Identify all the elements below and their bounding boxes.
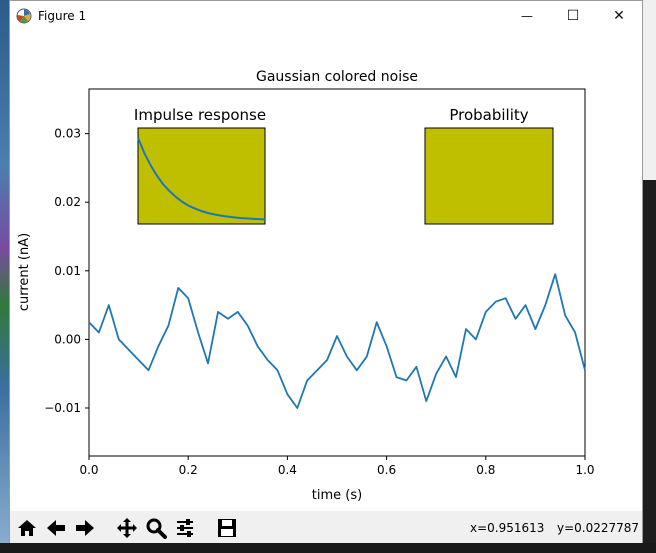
- x-tick-label: 0.0: [79, 463, 98, 477]
- home-button[interactable]: [14, 515, 40, 541]
- pan-icon: [117, 518, 137, 538]
- configure-subplots-icon: [177, 519, 193, 537]
- x-tick-label: 0.4: [278, 463, 297, 477]
- y-tick-label: 0.02: [54, 195, 81, 209]
- figure-window: Figure 1 — ☐ ✕ Gaussian colored noise 0.…: [9, 0, 643, 543]
- cursor-x-readout: x=0.951613: [470, 521, 545, 535]
- x-tick-label: 0.8: [476, 463, 495, 477]
- x-axis-label: time (s): [312, 488, 362, 503]
- save-button[interactable]: [214, 515, 240, 541]
- inset-impulse-title: Impulse response: [134, 106, 266, 124]
- minimize-icon: —: [521, 9, 533, 23]
- figure-canvas[interactable]: Gaussian colored noise 0.0 0.2 0.4 0.6 0.8 1.…: [10, 31, 642, 511]
- x-tick-label: 0.6: [377, 463, 396, 477]
- desktop-background-left: [0, 0, 9, 553]
- save-icon: [218, 519, 236, 537]
- navigation-toolbar: x=0.951613 y=0.0227787: [10, 511, 642, 543]
- x-tick-label: 1.0: [575, 463, 594, 477]
- back-button[interactable]: [43, 515, 69, 541]
- zoom-button[interactable]: [143, 515, 169, 541]
- window-title: Figure 1: [38, 9, 87, 23]
- y-tick-label: 0.00: [54, 332, 81, 346]
- inset-impulse-axes: [137, 127, 266, 225]
- title-bar[interactable]: Figure 1 — ☐ ✕: [10, 1, 642, 31]
- forward-icon: [76, 520, 94, 536]
- y-tick-label: 0.01: [54, 264, 81, 278]
- close-button[interactable]: ✕: [596, 1, 642, 31]
- inset-probability-title: Probability: [449, 106, 528, 124]
- maximize-button[interactable]: ☐: [550, 1, 596, 31]
- background-terminal-bottom: [0, 543, 656, 553]
- zoom-icon: [146, 518, 167, 539]
- matplotlib-logo-icon: [16, 8, 32, 24]
- y-tick-label: 0.03: [54, 127, 81, 141]
- forward-button[interactable]: [72, 515, 98, 541]
- close-icon: ✕: [613, 8, 625, 24]
- y-tick-label: −0.01: [44, 401, 81, 415]
- chart-title: Gaussian colored noise: [256, 69, 418, 85]
- inset-probability-axes: [424, 127, 554, 225]
- background-terminal-edge: [643, 180, 656, 553]
- home-icon: [18, 520, 36, 536]
- configure-subplots-button[interactable]: [172, 515, 198, 541]
- maximize-icon: ☐: [566, 8, 580, 24]
- back-icon: [47, 520, 65, 536]
- pan-button[interactable]: [114, 515, 140, 541]
- y-axis-label: current (nA): [17, 233, 32, 311]
- minimize-button[interactable]: —: [504, 1, 550, 31]
- impulse-response-line: [137, 137, 266, 221]
- x-tick-label: 0.2: [179, 463, 198, 477]
- noise-series-line: [88, 273, 586, 409]
- cursor-y-readout: y=0.0227787: [557, 521, 640, 535]
